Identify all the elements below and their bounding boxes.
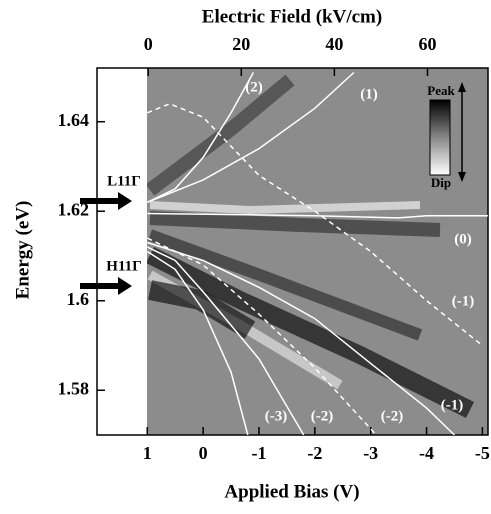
x2-tick-label: 0 — [144, 34, 153, 54]
arrow — [80, 277, 132, 295]
annotation: (-2) — [381, 408, 404, 424]
annotation: (-1) — [452, 293, 475, 309]
x-tick-label: 1 — [143, 443, 152, 463]
x2-tick-label: 20 — [232, 34, 250, 54]
series-line — [147, 102, 483, 347]
x-axis-label: Applied Bias (V) — [224, 481, 359, 502]
annotation: (-1) — [441, 397, 464, 413]
y-tick-label: 1.58 — [58, 378, 90, 398]
annotation: Dip — [431, 175, 451, 190]
series-line — [147, 246, 305, 435]
annotation: (2) — [245, 79, 263, 95]
colorbar-arrowheads — [458, 82, 466, 182]
series-line — [147, 71, 355, 203]
x-tick-label: -5 — [475, 443, 490, 463]
x2-tick-label: 40 — [325, 34, 343, 54]
x-tick-label: -4 — [419, 443, 434, 463]
x2-axis-label: Electric Field (kV/cm) — [202, 6, 382, 27]
y-tick-label: 1.62 — [58, 199, 90, 219]
annotation: Peak — [427, 83, 455, 98]
series-line — [147, 72, 255, 203]
annotation: L11Γ — [107, 173, 141, 189]
y-axis-label: Energy (eV) — [12, 201, 33, 300]
x-tick-label: -1 — [251, 443, 266, 463]
annotation: (-3) — [265, 408, 288, 424]
annotation: H11Γ — [106, 258, 141, 274]
series-line — [147, 212, 488, 219]
y-tick-label: 1.64 — [58, 110, 90, 130]
series-line — [147, 241, 456, 435]
x-tick-label: 0 — [199, 443, 208, 463]
annotation: (0) — [454, 231, 472, 247]
annotation: (-2) — [311, 408, 334, 424]
annotation: (1) — [360, 86, 378, 102]
frame — [96, 67, 489, 436]
y-tick-label: 1.6 — [67, 289, 90, 309]
x-tick-label: -2 — [307, 443, 322, 463]
x2-tick-label: 60 — [418, 34, 436, 54]
colorbar — [429, 99, 451, 176]
series-line — [147, 237, 377, 435]
arrow — [80, 192, 132, 210]
series-line — [147, 250, 249, 435]
x-tick-label: -3 — [363, 443, 378, 463]
